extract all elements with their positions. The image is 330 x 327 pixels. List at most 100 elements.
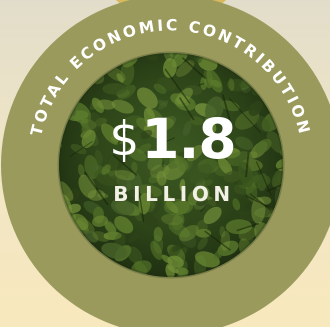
branch: [137, 187, 145, 223]
branch: [228, 97, 261, 134]
leaf: [213, 249, 223, 260]
leaf: [59, 180, 74, 201]
leaf: [117, 84, 136, 100]
leaf: [84, 155, 99, 180]
branch: [221, 94, 233, 126]
leaf: [199, 179, 213, 188]
leaf: [206, 69, 223, 93]
leaf: [166, 200, 179, 214]
leaf: [196, 228, 212, 238]
leaf: [81, 129, 96, 148]
leaf: [84, 230, 99, 243]
leaf: [255, 138, 272, 154]
leaf: [248, 100, 263, 116]
leaf: [206, 198, 220, 206]
leaf: [161, 213, 184, 226]
leaf: [156, 170, 167, 186]
leaf: [67, 203, 81, 214]
leaf: [188, 163, 212, 184]
leaf: [102, 83, 127, 95]
leaf: [227, 151, 253, 167]
leaf: [87, 189, 106, 201]
leaf: [189, 53, 198, 63]
leaf: [111, 99, 134, 114]
leaf: [116, 174, 132, 191]
branch: [275, 161, 283, 171]
branch: [198, 82, 205, 86]
leaf: [140, 129, 153, 140]
leaf: [197, 237, 208, 250]
leaf: [167, 255, 184, 268]
currency-symbol: $: [109, 112, 140, 167]
leaf: [114, 170, 135, 181]
leaf: [157, 99, 168, 107]
leaf: [81, 121, 89, 134]
leaf: [174, 155, 189, 170]
leaf: [186, 144, 204, 162]
leaf: [220, 230, 231, 251]
branch: [164, 68, 191, 104]
leaf: [87, 112, 101, 132]
leaf: [91, 97, 104, 113]
leaf: [104, 221, 117, 235]
leaf: [195, 198, 209, 207]
leaf: [178, 267, 189, 277]
branch: [159, 137, 176, 146]
leaf: [163, 57, 177, 78]
leaf: [219, 226, 226, 238]
leaf: [106, 149, 129, 171]
leaf: [114, 216, 134, 234]
leaf: [171, 244, 182, 252]
branch: [181, 57, 206, 80]
leaf: [101, 242, 128, 259]
leaf: [101, 164, 111, 175]
branch: [266, 175, 283, 193]
leaf: [169, 152, 180, 174]
leaf: [217, 157, 233, 175]
leaf: [127, 246, 143, 264]
leaf: [95, 165, 107, 175]
leaf: [92, 231, 110, 242]
leaf: [175, 267, 189, 276]
leaf: [142, 53, 159, 61]
leaf: [120, 60, 135, 86]
leaf: [248, 174, 271, 189]
leaf: [141, 212, 158, 228]
leaf: [149, 164, 170, 179]
leaf: [163, 53, 174, 62]
leaf: [153, 234, 164, 254]
branch: [112, 154, 138, 176]
leaf: [163, 198, 190, 216]
leaf: [182, 121, 192, 136]
branch: [236, 222, 260, 232]
leaf: [256, 115, 271, 133]
branch: [245, 152, 250, 178]
contribution-value: $1.8: [0, 112, 330, 167]
leaf: [225, 219, 253, 235]
leaf: [143, 107, 156, 129]
leaf: [103, 231, 122, 241]
leaf: [86, 162, 103, 179]
leaf: [94, 149, 103, 164]
branch: [69, 141, 93, 158]
leaf: [131, 260, 152, 276]
leaf: [147, 149, 165, 171]
leaf: [205, 117, 217, 132]
leaf: [70, 143, 87, 155]
leaf: [153, 227, 163, 242]
leaf: [163, 193, 173, 211]
leaf: [127, 147, 147, 162]
leaf: [136, 87, 158, 109]
leaf: [128, 233, 139, 243]
leaf: [239, 211, 256, 222]
branch: [255, 161, 272, 196]
leaf: [94, 168, 121, 186]
leaf: [120, 115, 144, 129]
leaf: [228, 78, 235, 92]
branch: [200, 204, 208, 213]
leaf: [91, 215, 109, 227]
leaf: [111, 199, 135, 216]
leaf: [131, 161, 138, 173]
leaf: [153, 117, 175, 131]
